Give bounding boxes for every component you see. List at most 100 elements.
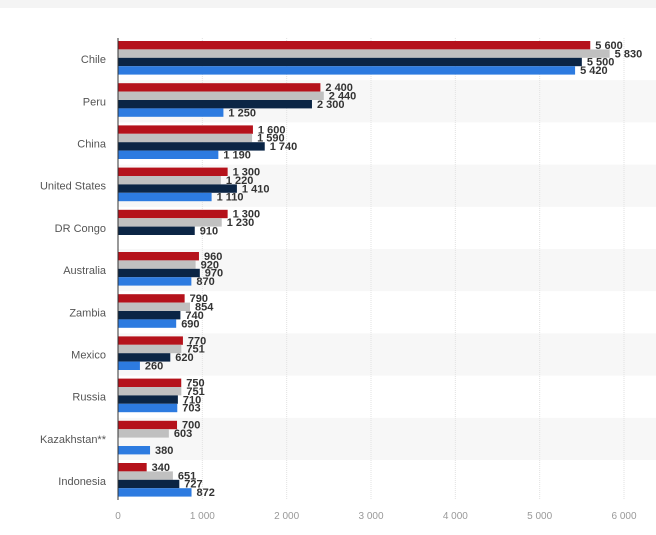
data-label: 5 830 (615, 48, 643, 60)
data-label: 960 (204, 251, 222, 263)
x-tick-label: 2 000 (274, 511, 299, 522)
data-label: 1 740 (270, 141, 298, 153)
x-tick-label: 6 000 (611, 511, 636, 522)
category-label: China (77, 139, 107, 151)
bar[interactable] (118, 395, 178, 404)
data-label: 5 500 (587, 57, 615, 69)
bar[interactable] (118, 420, 178, 430)
x-tick-label: 1 000 (190, 511, 215, 522)
data-label: 854 (195, 302, 214, 314)
data-label: 2 440 (329, 91, 357, 103)
bar[interactable] (118, 336, 183, 345)
data-label: 751 (186, 344, 204, 356)
bar[interactable] (118, 353, 171, 362)
bar[interactable] (118, 41, 591, 50)
category-label: Mexico (71, 350, 106, 362)
data-label: 740 (185, 310, 203, 322)
data-label: 2 400 (325, 82, 353, 94)
data-label: 620 (175, 352, 193, 364)
bar[interactable] (118, 319, 177, 328)
bar[interactable] (118, 66, 576, 75)
data-label: 970 (205, 268, 223, 280)
bar[interactable] (118, 294, 185, 303)
bar[interactable] (118, 403, 178, 413)
category-label: Russia (72, 392, 107, 404)
bar[interactable] (118, 252, 199, 261)
bar[interactable] (118, 108, 224, 117)
x-tick-label: 5 000 (527, 511, 552, 522)
bar[interactable] (118, 471, 173, 480)
x-tick-label: 0 (115, 511, 121, 522)
data-label: 790 (190, 293, 208, 305)
data-label: 5 420 (580, 65, 608, 77)
data-label: 1 250 (228, 107, 256, 119)
bar[interactable] (118, 378, 182, 387)
category-label: United States (40, 181, 107, 193)
data-label: 872 (197, 487, 215, 499)
bar[interactable] (118, 226, 195, 235)
bar[interactable] (118, 49, 610, 58)
data-label: 1 600 (258, 124, 286, 136)
data-label: 5 600 (595, 40, 623, 52)
bar[interactable] (118, 260, 196, 269)
data-label: 690 (181, 318, 199, 330)
row-band (118, 333, 656, 376)
x-tick-label: 4 000 (443, 511, 468, 522)
bar[interactable] (118, 488, 192, 497)
row-band (118, 249, 656, 292)
bar[interactable] (118, 446, 151, 455)
bar[interactable] (118, 218, 222, 227)
category-label: Australia (63, 265, 107, 277)
bar[interactable] (118, 57, 582, 67)
row-band (118, 417, 656, 460)
data-label: 910 (200, 226, 218, 238)
data-label: 1 300 (233, 167, 261, 179)
data-label: 1 300 (233, 209, 261, 221)
data-label: 710 (183, 394, 201, 406)
bar[interactable] (118, 479, 180, 489)
bar[interactable] (118, 167, 228, 176)
data-label: 920 (201, 259, 219, 271)
data-label: 1 220 (226, 175, 254, 187)
bar[interactable] (118, 91, 324, 100)
data-label: 651 (178, 470, 196, 482)
category-label: Kazakhstan** (40, 434, 107, 446)
data-label: 1 590 (257, 133, 285, 145)
bar[interactable] (118, 133, 253, 143)
data-label: 380 (155, 445, 173, 457)
bar[interactable] (118, 176, 221, 185)
category-label: DR Congo (55, 223, 106, 235)
bar[interactable] (118, 184, 237, 193)
data-label: 260 (145, 361, 163, 373)
bar[interactable] (118, 463, 147, 472)
category-label: Indonesia (58, 476, 107, 488)
bar[interactable] (118, 302, 191, 311)
data-label: 700 (182, 420, 200, 432)
data-label: 1 410 (242, 183, 270, 195)
bar[interactable] (118, 150, 219, 159)
bar[interactable] (118, 311, 181, 320)
bar[interactable] (118, 209, 228, 219)
bar[interactable] (118, 83, 321, 92)
data-label: 703 (182, 403, 200, 415)
bar[interactable] (118, 387, 182, 396)
bar[interactable] (118, 268, 200, 278)
category-label: Zambia (69, 307, 107, 319)
bar[interactable] (118, 192, 212, 202)
data-label: 603 (174, 428, 192, 440)
data-label: 1 230 (227, 217, 255, 229)
bar[interactable] (118, 429, 169, 438)
data-label: 2 300 (317, 99, 345, 111)
bar[interactable] (118, 125, 253, 134)
bar[interactable] (118, 277, 192, 286)
data-label: 751 (186, 386, 204, 398)
data-label: 727 (184, 479, 202, 491)
bar[interactable] (118, 142, 265, 151)
bar[interactable] (118, 361, 140, 370)
bar[interactable] (118, 344, 182, 354)
data-label: 1 190 (223, 150, 251, 162)
bar[interactable] (118, 100, 312, 109)
data-label: 340 (152, 462, 170, 474)
category-label: Peru (83, 96, 106, 108)
